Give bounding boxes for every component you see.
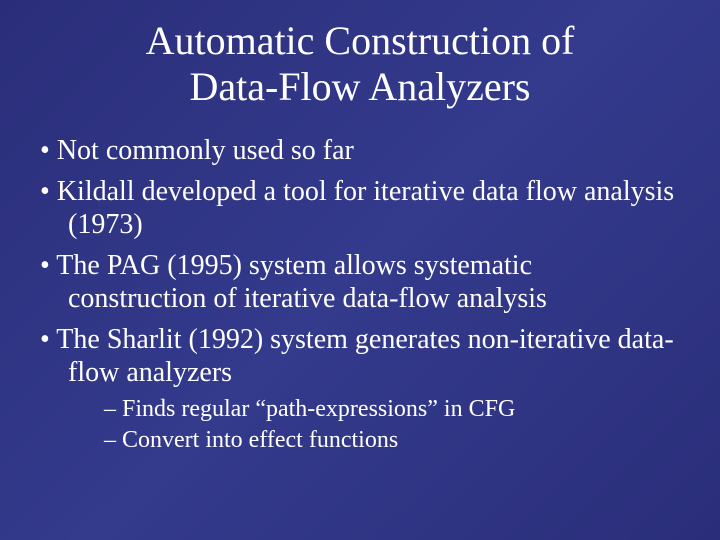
bullet-item: Kildall developed a tool for iterative d… [40, 175, 676, 241]
bullet-item: The PAG (1995) system allows systematic … [40, 249, 676, 315]
slide-title: Automatic Construction of Data-Flow Anal… [36, 18, 684, 110]
bullet-item: Not commonly used so far [40, 134, 676, 167]
title-line-2: Data-Flow Analyzers [189, 64, 530, 109]
sub-bullet-list: Finds regular “path-expressions” in CFG … [68, 395, 676, 455]
title-line-1: Automatic Construction of [146, 18, 575, 63]
sub-bullet-item: Finds regular “path-expressions” in CFG [104, 395, 676, 424]
bullet-text: The Sharlit (1992) system generates non-… [56, 324, 673, 388]
sub-bullet-item: Convert into effect functions [104, 426, 676, 455]
bullet-item: The Sharlit (1992) system generates non-… [40, 323, 676, 455]
slide: Automatic Construction of Data-Flow Anal… [0, 0, 720, 540]
bullet-list: Not commonly used so far Kildall develop… [36, 134, 684, 455]
